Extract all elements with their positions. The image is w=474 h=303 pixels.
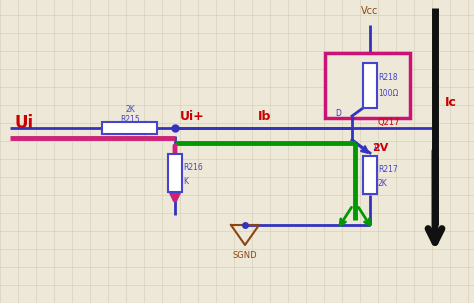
Text: D: D: [335, 108, 341, 118]
Text: K: K: [183, 177, 188, 185]
Text: Ic: Ic: [445, 96, 457, 109]
Bar: [102, 122, 157, 134]
Text: Ib: Ib: [258, 109, 272, 122]
Text: R218: R218: [378, 73, 398, 82]
Text: 2V: 2V: [372, 143, 388, 153]
Text: Vcc: Vcc: [361, 6, 379, 16]
Bar: [363, 63, 377, 108]
Text: R217: R217: [378, 165, 398, 174]
Bar: [363, 156, 377, 194]
Text: Ui: Ui: [15, 114, 34, 132]
Text: R215: R215: [120, 115, 140, 125]
Text: A: A: [374, 144, 379, 152]
Text: Ui+: Ui+: [180, 109, 205, 122]
Text: 2K: 2K: [125, 105, 135, 115]
Bar: [168, 154, 182, 192]
Bar: [325, 53, 410, 118]
Text: SGND: SGND: [233, 251, 257, 259]
Text: 100Ω: 100Ω: [378, 89, 398, 98]
Text: R216: R216: [183, 162, 203, 171]
Text: Q217: Q217: [378, 118, 401, 128]
Text: 2K: 2K: [378, 178, 388, 188]
